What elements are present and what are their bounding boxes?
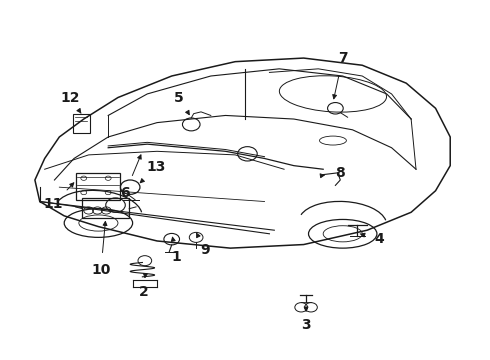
Text: 7: 7 bbox=[338, 51, 347, 65]
Text: 5: 5 bbox=[174, 90, 184, 104]
Text: 2: 2 bbox=[139, 285, 148, 299]
Text: 1: 1 bbox=[172, 250, 181, 264]
Text: 10: 10 bbox=[91, 264, 111, 277]
Text: 6: 6 bbox=[121, 185, 130, 199]
Text: 12: 12 bbox=[60, 90, 80, 104]
Text: 8: 8 bbox=[335, 166, 345, 180]
Text: 4: 4 bbox=[374, 232, 384, 246]
Text: 13: 13 bbox=[147, 161, 166, 175]
Text: 11: 11 bbox=[44, 197, 63, 211]
Text: 3: 3 bbox=[301, 318, 311, 332]
Text: 9: 9 bbox=[200, 243, 210, 257]
